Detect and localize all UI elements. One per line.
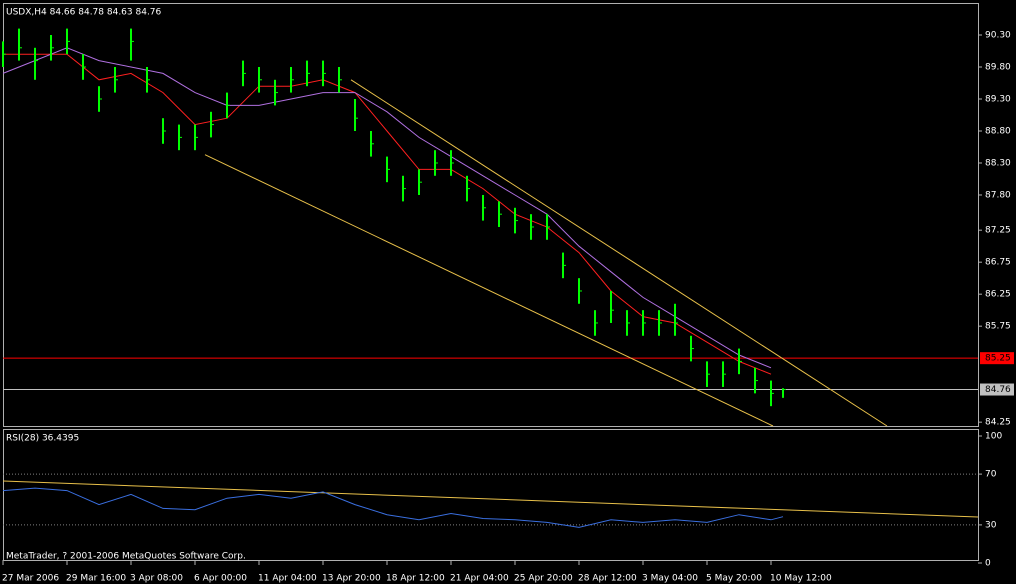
price-label-box: [980, 352, 1014, 365]
series-line: [2, 47, 772, 369]
price-label: 84.76: [985, 385, 1011, 395]
y-tick-label: 89.80: [985, 62, 1011, 72]
x-tick-label: 6 Apr 00:00: [194, 574, 247, 584]
x-tick-label: 29 Mar 16:00: [66, 574, 126, 584]
y-tick-label: 100: [985, 432, 1002, 442]
price-label: 85.25: [985, 354, 1011, 364]
x-tick-label: 10 May 12:00: [770, 574, 832, 584]
rsi-panel: [3, 429, 979, 561]
chart-title: USDX,H4 84.66 84.78 84.63 84.76: [6, 8, 162, 18]
x-tick-label: 28 Apr 12:00: [578, 574, 637, 584]
y-tick-label: 89.30: [985, 94, 1011, 104]
trend-line: [350, 79, 888, 427]
trend-line: [2, 480, 979, 518]
y-tick-label: 70: [985, 470, 997, 480]
y-tick-label: 87.80: [985, 190, 1011, 200]
y-tick-label: 30: [985, 520, 997, 530]
x-tick-label: 25 Apr 20:00: [514, 574, 573, 584]
y-tick-label: 84.25: [985, 418, 1011, 428]
x-tick-label: 18 Apr 12:00: [386, 574, 445, 584]
y-tick-label: 88.30: [985, 158, 1011, 168]
price-label-box: [980, 383, 1014, 396]
x-tick-label: 5 May 20:00: [706, 574, 762, 584]
y-tick-label: 87.25: [985, 226, 1011, 236]
y-tick-label: 85.75: [985, 322, 1011, 332]
price-panel: [3, 3, 979, 427]
y-tick-label: 86.25: [985, 290, 1011, 300]
x-tick-label: 27 Mar 2006: [2, 574, 59, 584]
y-tick-label: 0: [985, 559, 991, 569]
x-tick-label: 3 May 04:00: [642, 574, 698, 584]
x-tick-label: 3 Apr 08:00: [130, 574, 183, 584]
x-tick-label: 11 Apr 04:00: [258, 574, 317, 584]
y-tick-label: 90.30: [985, 30, 1011, 40]
indicator-title: RSI(28) 36.4395: [6, 434, 79, 444]
x-tick-label: 21 Apr 04:00: [450, 574, 509, 584]
series-line: [2, 487, 784, 528]
y-tick-label: 88.80: [985, 126, 1011, 136]
y-tick-label: 86.75: [985, 258, 1011, 268]
x-tick-label: 13 Apr 20:00: [322, 574, 381, 584]
copyright: MetaTrader, ? 2001-2006 MetaQuotes Softw…: [6, 552, 246, 562]
trend-line: [204, 154, 774, 427]
